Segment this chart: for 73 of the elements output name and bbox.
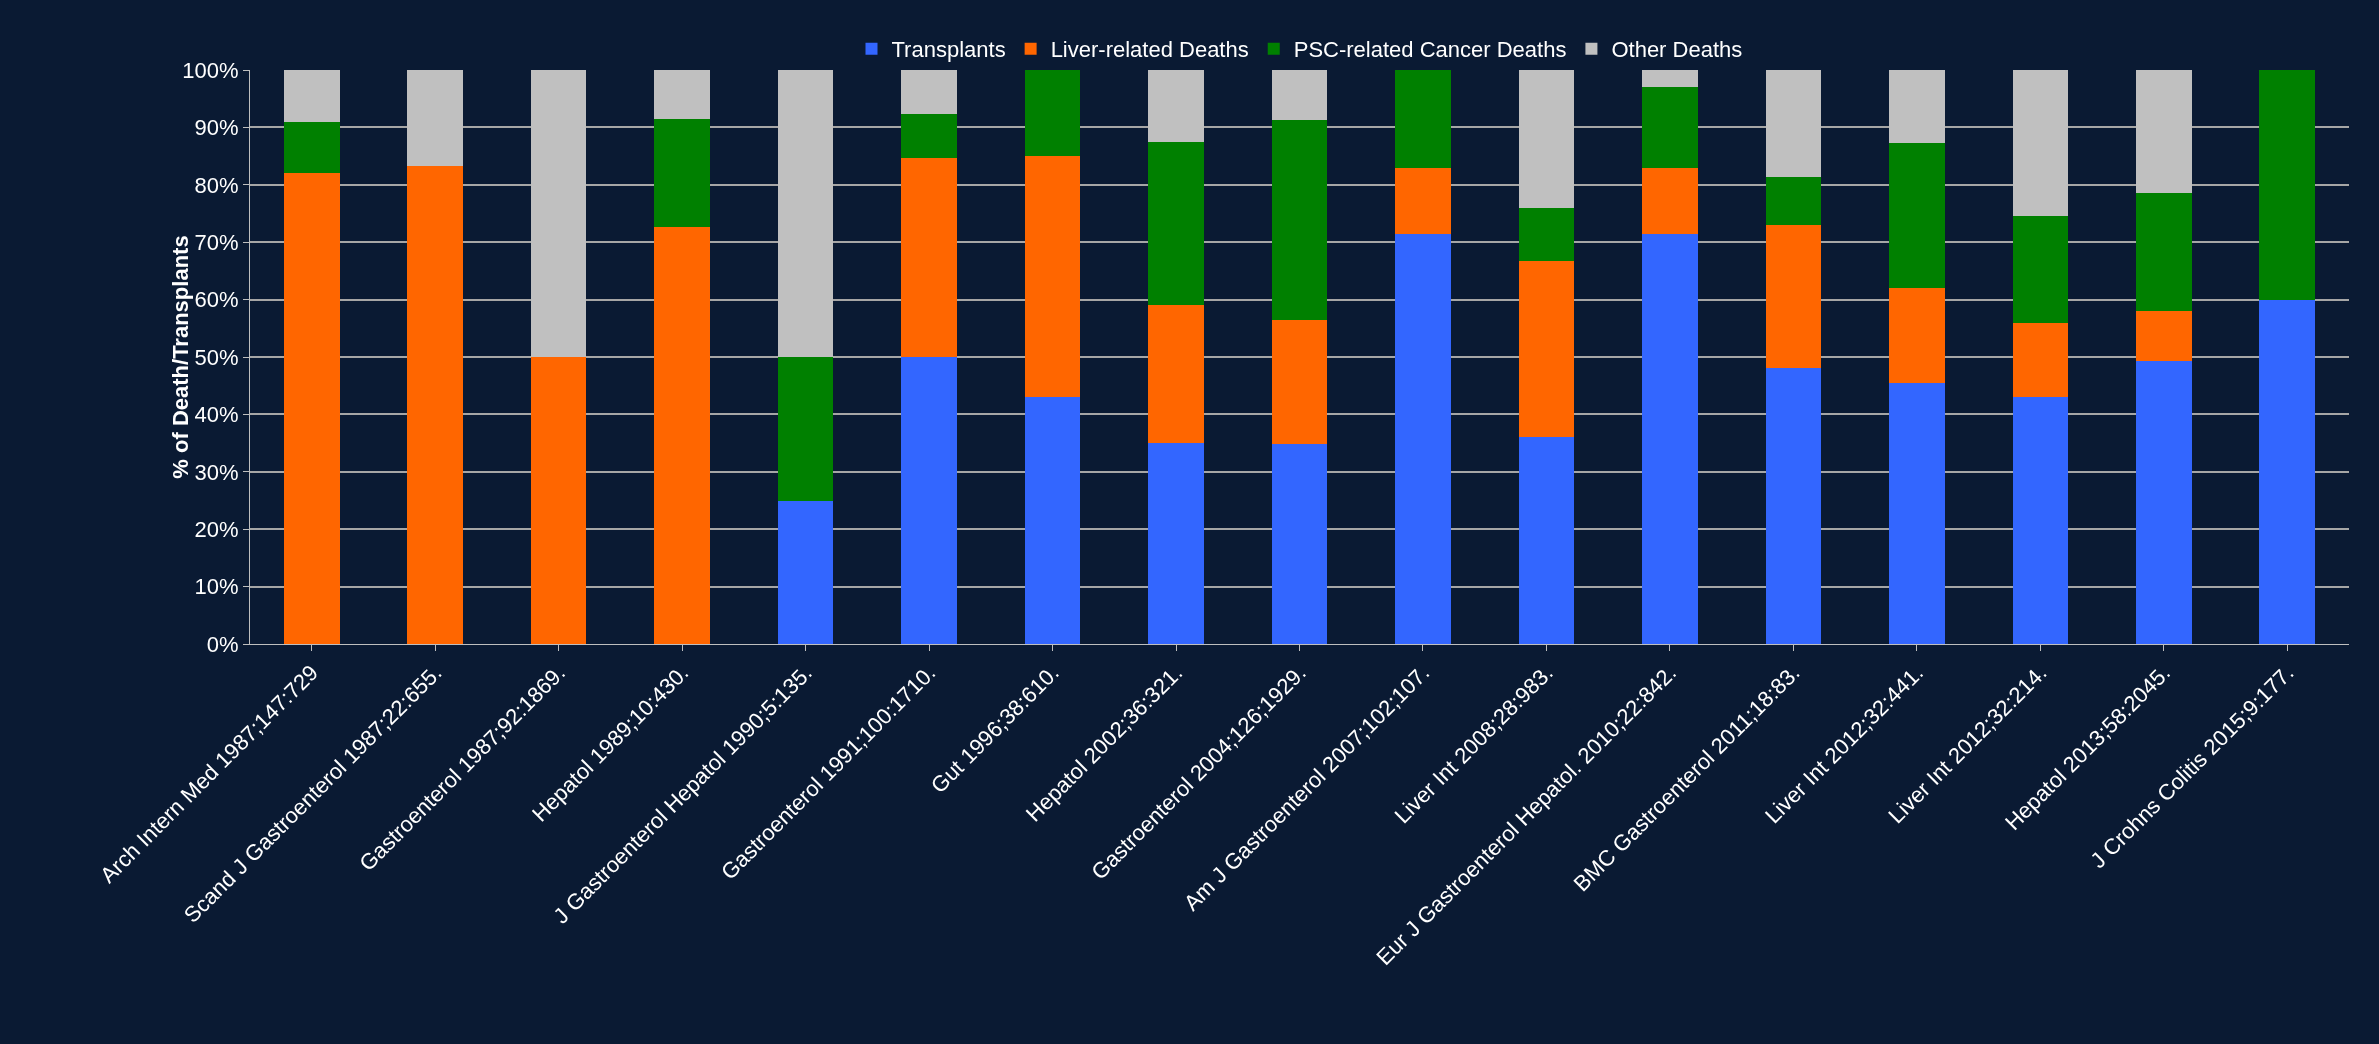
bar — [2136, 193, 2192, 312]
bar — [777, 357, 834, 501]
legend-label: PSC-related Cancer Deaths — [1293, 37, 1567, 63]
bar — [407, 70, 463, 166]
bar — [1889, 382, 1945, 644]
bar — [1024, 397, 1081, 644]
bar — [777, 500, 834, 644]
bar — [1518, 70, 1575, 208]
bar — [530, 70, 587, 357]
bar — [1024, 156, 1081, 398]
y-tick-label: 50% — [194, 344, 239, 370]
bar — [1765, 224, 1822, 369]
y-axis-title: % of Death/Transplants — [167, 235, 193, 479]
bar — [1271, 70, 1328, 120]
legend-label: Other Deaths — [1611, 37, 1743, 63]
bar — [1148, 141, 1204, 306]
bar — [777, 70, 834, 357]
bar — [2259, 70, 2316, 300]
bar — [1889, 142, 1945, 289]
bar — [1518, 207, 1575, 262]
bar — [901, 70, 957, 115]
bar — [2136, 70, 2192, 194]
bar — [2012, 216, 2069, 323]
y-tick-label: 80% — [194, 172, 239, 198]
bar — [2012, 322, 2069, 398]
y-tick-label: 30% — [194, 459, 239, 485]
bar — [654, 226, 710, 644]
bar — [2012, 397, 2069, 644]
y-tick-label: 90% — [194, 115, 239, 141]
bar — [1395, 233, 1451, 644]
bar — [530, 357, 587, 644]
y-tick-label: 70% — [194, 229, 239, 255]
bar — [1271, 319, 1328, 445]
bar — [1765, 70, 1822, 178]
bar — [2012, 70, 2069, 217]
bar — [1395, 70, 1451, 168]
bar — [901, 114, 957, 159]
y-tick-label: 60% — [194, 287, 239, 313]
y-tick-label: 100% — [182, 57, 239, 83]
bar — [2136, 311, 2192, 362]
bar — [654, 70, 710, 119]
bar — [283, 70, 340, 122]
bar — [1024, 70, 1081, 157]
bar — [901, 357, 957, 644]
bar — [1395, 167, 1451, 234]
bar — [1518, 437, 1575, 644]
bar — [1271, 119, 1328, 320]
bar — [1148, 305, 1204, 444]
bar — [1148, 443, 1204, 644]
bar — [1642, 167, 1698, 234]
bar — [1148, 70, 1204, 142]
bar — [2136, 361, 2192, 644]
bar — [1271, 444, 1328, 644]
bar — [283, 173, 340, 644]
bar — [1642, 233, 1698, 644]
bar — [654, 118, 710, 227]
bar — [2259, 299, 2316, 644]
y-tick-label: 10% — [194, 574, 239, 600]
bar — [1642, 70, 1698, 88]
bar — [283, 121, 340, 174]
bar — [1889, 70, 1945, 143]
bar — [1765, 368, 1822, 644]
bar — [1518, 261, 1575, 438]
y-tick-label: 40% — [194, 402, 239, 428]
y-tick-label: 0% — [206, 631, 239, 657]
bar — [1889, 288, 1945, 383]
y-tick-label: 20% — [194, 516, 239, 542]
legend-label: Transplants — [891, 37, 1006, 63]
bar — [1642, 87, 1698, 168]
legend-label: Liver-related Deaths — [1050, 37, 1249, 63]
bar — [1765, 177, 1822, 225]
bar — [901, 158, 957, 357]
bar — [407, 165, 463, 644]
